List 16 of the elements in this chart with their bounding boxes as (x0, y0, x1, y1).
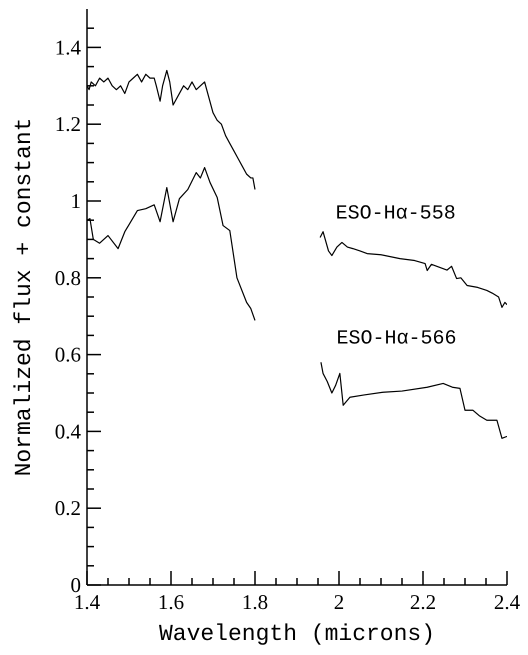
y-tick-label: 0.4 (54, 419, 82, 444)
x-tick-label: 2.2 (410, 590, 436, 614)
x-tick-label: 1.6 (158, 590, 184, 614)
series-label: ESO-Hα-566 (336, 327, 457, 350)
y-tick-label: 0.2 (54, 496, 81, 520)
y-tick-label: 1.4 (54, 35, 82, 60)
y-axis-title: Normalized flux + constant (11, 118, 38, 476)
x-tick-label: 2 (334, 590, 344, 614)
x-axis-title: Wavelength (microns) (158, 621, 436, 647)
x-tick-label: 1.8 (242, 590, 268, 614)
y-tick-label: 1.2 (54, 112, 81, 136)
series-label: ESO-Hα-558 (336, 202, 456, 226)
y-tick-label: 0.8 (54, 266, 81, 290)
y-tick-label: 0.6 (54, 342, 81, 367)
y-tick-label: 1 (70, 189, 81, 213)
x-tick-label: 2.4 (494, 590, 521, 614)
